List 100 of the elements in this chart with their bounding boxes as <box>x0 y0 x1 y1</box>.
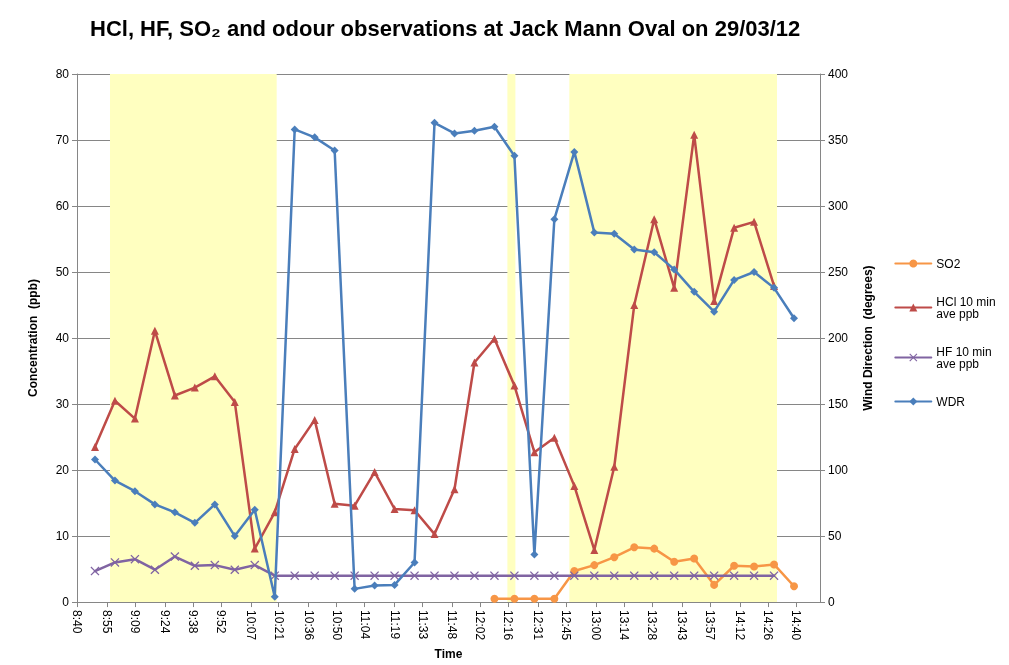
y-tick-label: 10 <box>55 529 70 544</box>
point <box>610 553 619 562</box>
y-tick-label: 50 <box>55 265 70 280</box>
point <box>330 146 339 155</box>
y2-tick-label: 200 <box>828 331 849 346</box>
point <box>670 557 679 566</box>
y-tick-label: 30 <box>55 397 70 412</box>
y-tick-label: 80 <box>55 67 70 81</box>
point <box>449 571 459 581</box>
x-axis-title: Time <box>434 647 463 661</box>
y-axis-title: Concentration (ppb) <box>26 279 40 398</box>
point <box>370 468 379 477</box>
x-tick-label: 14:40 <box>789 610 804 641</box>
point <box>710 307 719 316</box>
point <box>690 554 699 563</box>
point <box>570 147 579 156</box>
y2-tick-label: 50 <box>828 529 842 544</box>
point <box>430 530 439 539</box>
point <box>610 229 619 238</box>
point <box>130 487 139 496</box>
point <box>729 571 739 581</box>
x-tick-label: 10:50 <box>329 610 344 641</box>
point <box>370 581 379 590</box>
point <box>250 505 259 514</box>
point <box>790 314 799 323</box>
y-tick-label: 60 <box>55 199 70 214</box>
point <box>530 550 539 559</box>
x-tick-label: 10:21 <box>271 610 286 641</box>
x-tick-label: 12:16 <box>501 610 516 641</box>
x-tick-label: 12:02 <box>473 610 488 641</box>
point <box>390 505 399 513</box>
x-tick-label: 9:09 <box>127 610 142 634</box>
point <box>90 455 99 464</box>
x-tick-label: 12:45 <box>559 610 574 641</box>
point <box>590 228 599 237</box>
legend-label: WDR <box>936 394 966 409</box>
point <box>310 415 319 424</box>
point <box>110 557 120 567</box>
y-tick-label: 70 <box>55 133 70 148</box>
point <box>510 594 519 603</box>
point <box>650 248 659 257</box>
point <box>150 500 159 509</box>
y2-tick-label: 0 <box>828 595 835 610</box>
point <box>90 442 99 451</box>
x-tick-label: 9:38 <box>185 610 200 634</box>
point <box>689 571 699 581</box>
point <box>110 396 119 405</box>
point <box>690 130 699 139</box>
point <box>550 433 559 442</box>
x-tick-label: 14:26 <box>761 610 776 641</box>
point <box>630 245 639 254</box>
point <box>350 584 359 593</box>
point <box>650 544 659 553</box>
chart-title: HCl, HF, SO₂ and odour observations at Jack Mann Oval on 29/03/12 <box>90 15 801 41</box>
point <box>110 476 119 485</box>
x-tick-label: 11:33 <box>415 610 430 640</box>
point <box>430 118 439 127</box>
point <box>510 381 519 390</box>
point <box>590 561 599 570</box>
point <box>670 265 679 274</box>
y2-tick-label: 400 <box>828 67 849 81</box>
point <box>250 560 260 570</box>
point <box>450 129 459 138</box>
point <box>669 571 679 581</box>
x-tick-label: 10:36 <box>301 610 316 641</box>
point <box>490 122 499 131</box>
point <box>150 565 160 575</box>
y2-tick-label: 300 <box>828 199 849 214</box>
point <box>770 560 779 569</box>
x-tick-label: 8:40 <box>70 610 84 634</box>
point <box>610 462 619 471</box>
point <box>790 582 799 591</box>
legend-label: HCl 10 min ave ppb <box>936 294 999 321</box>
x-tick-label: 11:04 <box>357 610 372 640</box>
point <box>750 268 759 277</box>
point <box>750 217 759 226</box>
y-tick-label: 40 <box>55 331 70 346</box>
x-tick-label: 9:52 <box>213 610 228 634</box>
legend-label: SO2 <box>936 256 961 271</box>
point <box>630 543 639 552</box>
y2-tick-label: 150 <box>828 397 849 412</box>
point <box>530 594 539 603</box>
x-tick-label: 13:14 <box>617 610 632 641</box>
point <box>170 552 180 562</box>
point <box>410 558 419 567</box>
point <box>510 151 519 160</box>
x-tick-label: 13:00 <box>589 610 604 641</box>
y2-tick-label: 350 <box>828 133 849 148</box>
point <box>690 287 699 296</box>
point <box>530 448 539 457</box>
point <box>150 326 159 335</box>
y2-axis-title: Wind Direction (degrees) <box>861 265 875 411</box>
legend-label: HF 10 min ave ppb <box>936 344 995 371</box>
point <box>750 562 759 571</box>
x-tick-label: 9:24 <box>157 610 172 634</box>
point <box>709 571 719 581</box>
point <box>710 580 719 589</box>
point <box>170 508 179 517</box>
point <box>730 561 739 570</box>
point <box>470 126 479 135</box>
